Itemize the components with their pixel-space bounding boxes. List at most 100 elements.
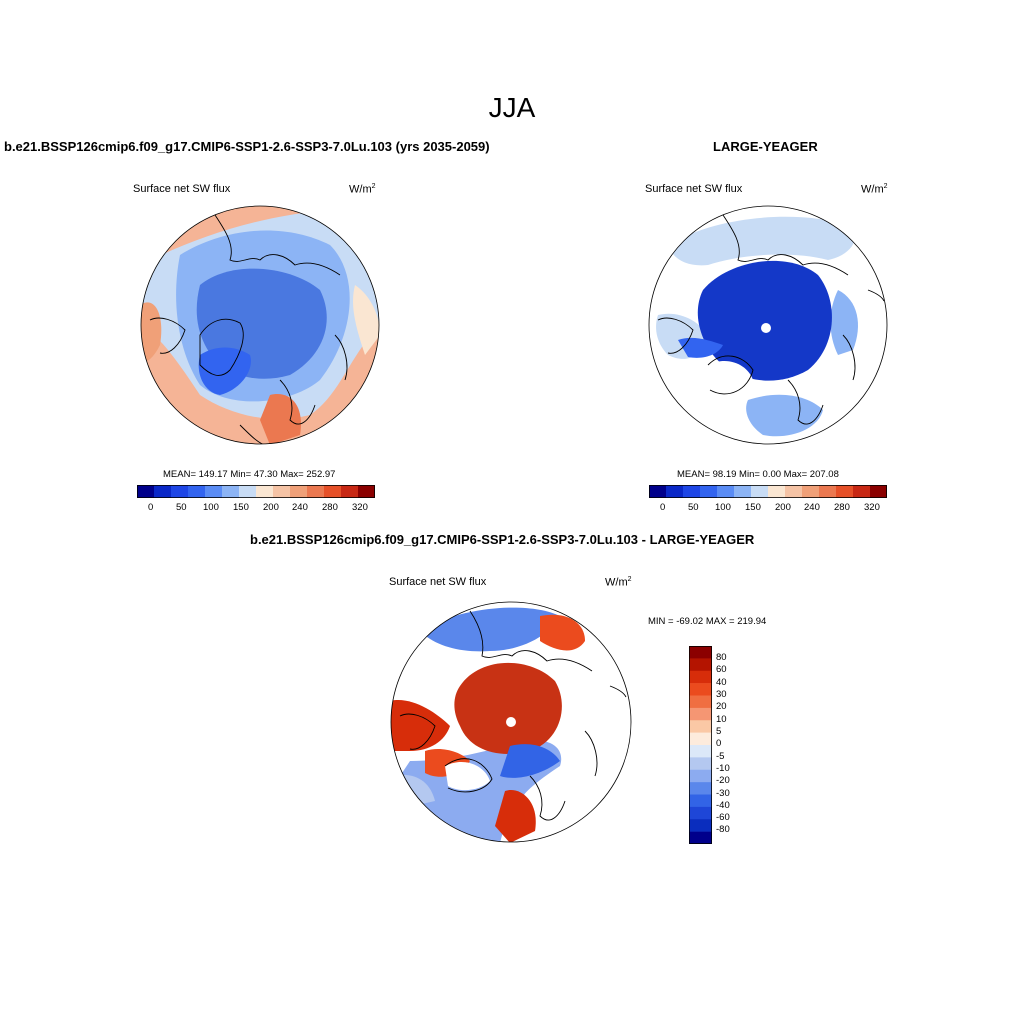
model-variable-label: Surface net SW flux <box>133 183 231 195</box>
diff-cb-label: 40 <box>716 677 727 688</box>
diff-minmax: MIN = -69.02 MAX = 219.94 <box>648 616 767 627</box>
colorbar-segment <box>689 831 712 844</box>
diff-ice-edge-anomaly <box>454 662 562 754</box>
colorbar-segment <box>689 769 712 783</box>
model-polar-map <box>140 205 380 445</box>
colorbar-segment <box>689 819 712 832</box>
colorbar-segment <box>683 485 701 498</box>
colorbar-segment <box>689 720 712 733</box>
model-cb-label: 200 <box>263 502 279 513</box>
obs-cb-label: 240 <box>804 502 820 513</box>
obs-sea-ice <box>697 260 832 381</box>
colorbar-segment <box>768 485 786 498</box>
colorbar-segment <box>324 485 342 498</box>
obs-cb-label: 50 <box>688 502 699 513</box>
diff-cb-label: -40 <box>716 800 730 811</box>
colorbar-segment <box>689 745 712 758</box>
colorbar-segment <box>819 485 837 498</box>
colorbar-segment <box>689 683 712 696</box>
colorbar-segment <box>700 485 718 498</box>
diff-cb-label: -10 <box>716 763 730 774</box>
obs-cb-label: 150 <box>745 502 761 513</box>
colorbar-segment <box>751 485 769 498</box>
diff-cb-label: -30 <box>716 788 730 799</box>
colorbar-segment <box>239 485 257 498</box>
colorbar-segment <box>137 485 155 498</box>
diff-units-label: W/m2 <box>605 576 632 589</box>
diff-colorbar-labels: 80 60 40 30 20 10 5 0 -5 -10 -20 -30 -40… <box>716 646 756 844</box>
diff-cb-label: -60 <box>716 812 730 823</box>
obs-cb-label: 0 <box>660 502 666 513</box>
model-colorbar-labels: 0 50 100 150 200 240 280 320 <box>137 502 375 516</box>
diff-colorbar-segments <box>689 646 712 844</box>
colorbar-segment <box>689 695 712 709</box>
colorbar-segment <box>689 646 712 659</box>
diff-cb-label: 30 <box>716 689 727 700</box>
colorbar-segment <box>689 782 712 795</box>
colorbar-segment <box>689 658 712 672</box>
model-cb-label: 100 <box>203 502 219 513</box>
colorbar-segment <box>853 485 871 498</box>
model-panel-title: b.e21.BSSP126cmip6.f09_g17.CMIP6-SSP1-2.… <box>4 139 490 154</box>
colorbar-segment <box>836 485 854 498</box>
colorbar-segment <box>649 485 667 498</box>
model-units-label: W/m2 <box>349 183 376 196</box>
colorbar-segment <box>256 485 274 498</box>
colorbar-segment <box>222 485 240 498</box>
colorbar-segment <box>785 485 803 498</box>
season-title: JJA <box>488 92 536 123</box>
obs-stats: MEAN= 98.19 Min= 0.00 Max= 207.08 <box>677 469 839 480</box>
colorbar-segment <box>689 757 712 771</box>
obs-colorbar <box>649 485 887 498</box>
colorbar-segment <box>188 485 206 498</box>
model-colorbar <box>137 485 375 498</box>
colorbar-segment <box>307 485 325 498</box>
colorbar-segment <box>273 485 291 498</box>
diff-cb-label: 10 <box>716 714 727 725</box>
obs-cb-label: 100 <box>715 502 731 513</box>
diff-cb-label: 60 <box>716 664 727 675</box>
colorbar-segment <box>341 485 359 498</box>
obs-colorbar-segments <box>649 485 887 498</box>
obs-polar-map <box>648 205 888 445</box>
colorbar-segment <box>171 485 189 498</box>
model-colorbar-segments <box>137 485 375 498</box>
obs-cb-label: 320 <box>864 502 880 513</box>
colorbar-segment <box>870 485 887 498</box>
model-stats: MEAN= 149.17 Min= 47.30 Max= 252.97 <box>163 469 336 480</box>
diff-cb-label: 20 <box>716 701 727 712</box>
obs-colorbar-labels: 0 50 100 150 200 240 280 320 <box>649 502 887 516</box>
obs-units-label: W/m2 <box>861 183 888 196</box>
diff-variable-label: Surface net SW flux <box>389 576 487 588</box>
colorbar-segment <box>689 707 712 721</box>
colorbar-segment <box>689 794 712 808</box>
colorbar-segment <box>154 485 172 498</box>
colorbar-segment <box>689 732 712 746</box>
diff-panel-title: b.e21.BSSP126cmip6.f09_g17.CMIP6-SSP1-2.… <box>250 532 755 547</box>
model-cb-label: 320 <box>352 502 368 513</box>
diff-cb-label: -80 <box>716 824 730 835</box>
obs-variable-label: Surface net SW flux <box>645 183 743 195</box>
colorbar-segment <box>290 485 308 498</box>
diff-cb-label: -20 <box>716 775 730 786</box>
obs-cb-label: 200 <box>775 502 791 513</box>
colorbar-segment <box>717 485 735 498</box>
obs-panel-title: LARGE-YEAGER <box>713 139 818 154</box>
model-cb-label: 0 <box>148 502 154 513</box>
diff-cb-label: 80 <box>716 652 727 663</box>
colorbar-segment <box>689 806 712 820</box>
model-cb-label: 50 <box>176 502 187 513</box>
colorbar-segment <box>802 485 820 498</box>
colorbar-segment <box>358 485 375 498</box>
model-cb-label: 280 <box>322 502 338 513</box>
model-cb-label: 150 <box>233 502 249 513</box>
diff-cb-label: -5 <box>716 751 725 762</box>
colorbar-segment <box>734 485 752 498</box>
diff-colorbar <box>689 646 712 844</box>
colorbar-segment <box>666 485 684 498</box>
diff-polar-map <box>390 601 632 843</box>
colorbar-segment <box>689 670 712 684</box>
colorbar-segment <box>205 485 223 498</box>
diff-cb-label: 5 <box>716 726 722 737</box>
diff-cb-label: 0 <box>716 738 722 749</box>
